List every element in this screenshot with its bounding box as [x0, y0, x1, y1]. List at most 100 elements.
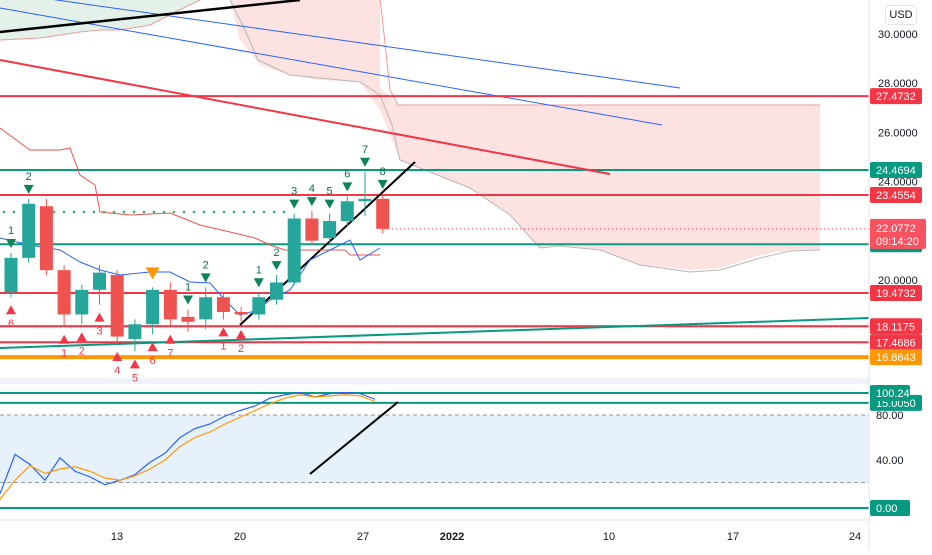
lagging-dot	[202, 210, 206, 214]
price-level-tag	[870, 284, 922, 301]
signal-count-label: 1	[185, 282, 191, 294]
signal-count-label: 7	[362, 144, 368, 156]
signal-count-label: 2	[79, 345, 85, 357]
trendline-green	[0, 317, 869, 349]
price-level-tag-label: 23.4554	[876, 190, 916, 202]
lagging-dot	[112, 210, 116, 214]
signal-count-label: 3	[96, 326, 102, 338]
lagging-dot	[242, 210, 246, 214]
signal-count-label: 2	[203, 259, 209, 271]
signal-count-label: 6	[8, 318, 14, 330]
buy-setup-marker	[6, 238, 16, 248]
candle-body[interactable]	[234, 311, 248, 315]
lagging-dot	[132, 210, 136, 214]
lagging-dot	[72, 210, 76, 214]
buy-setup-marker	[183, 295, 193, 305]
lagging-dot	[142, 210, 146, 214]
cloud-edge-lower	[229, 0, 821, 273]
rsi-tick-label: 40.00	[876, 455, 904, 467]
sell-setup-marker	[94, 312, 105, 322]
price-tick-label: 26.0000	[878, 127, 918, 139]
price-tick-label: 28.0000	[878, 78, 918, 90]
candle-body[interactable]	[252, 297, 266, 315]
lagging-dot	[2, 210, 6, 214]
time-tick-label: 2022	[440, 531, 464, 543]
price-tick-label: 24.0000	[878, 177, 918, 189]
buy-setup-marker	[360, 157, 370, 167]
sell-setup-marker	[112, 351, 123, 361]
sell-setup-marker	[165, 334, 176, 344]
candle-body[interactable]	[358, 198, 372, 202]
lagging-dot	[12, 210, 16, 214]
candle-body[interactable]	[57, 270, 71, 315]
currency-label: USD	[889, 9, 913, 21]
sell-setup-marker	[129, 359, 140, 369]
candle-body[interactable]	[305, 218, 319, 241]
lagging-dot	[282, 210, 286, 214]
sell-setup-marker	[76, 332, 87, 342]
time-tick-label: 27	[357, 531, 369, 543]
rsi-value-tag-label: 0.00	[876, 503, 897, 515]
signal-count-label: 6	[150, 355, 156, 367]
candle-body[interactable]	[110, 275, 124, 337]
candle-body[interactable]	[270, 282, 283, 300]
sell-setup-marker	[6, 305, 16, 315]
price-level-tag-label: 24.4694	[876, 165, 916, 177]
lagging-dot	[162, 210, 166, 214]
rsi-trendline	[309, 401, 399, 475]
candle-body[interactable]	[75, 289, 89, 315]
candle-body[interactable]	[181, 316, 195, 322]
lagging-dot	[272, 210, 276, 214]
candle-body[interactable]	[199, 297, 213, 320]
signal-count-label: 3	[291, 186, 297, 198]
price-level-tag-label: 16.8643	[876, 352, 916, 364]
price-level-tag-label: 18.1175	[876, 321, 915, 333]
candle-body[interactable]	[4, 257, 18, 293]
candle-body[interactable]	[39, 206, 53, 271]
candle-body[interactable]	[340, 201, 354, 221]
candle-body[interactable]	[146, 289, 160, 325]
signal-count-label: 4	[114, 365, 120, 377]
rsi-value-tag	[870, 385, 910, 401]
candle-body[interactable]	[323, 220, 337, 239]
lagging-dot	[262, 210, 266, 214]
candle-body[interactable]	[376, 198, 390, 229]
buy-setup-marker	[306, 197, 317, 207]
sell-setup-marker	[218, 327, 229, 337]
countdown-label: 09:14:20	[876, 236, 919, 248]
signal-count-label: 1	[8, 225, 14, 237]
signal-count-label: 4	[309, 183, 315, 195]
price-level-tag	[870, 186, 922, 203]
signal-count-label: 8	[380, 166, 386, 178]
buy-setup-marker	[253, 278, 264, 288]
trendline-black	[0, 0, 301, 34]
lagging-dot	[122, 210, 126, 214]
price-level-tag-label: 19.4732	[876, 288, 916, 300]
cloud-edge-green	[0, 0, 201, 41]
time-tick-label: 20	[234, 531, 246, 543]
lagging-dot	[182, 210, 186, 214]
lagging-dot	[62, 210, 66, 214]
currency-button[interactable]: USD	[885, 5, 917, 25]
candle-body[interactable]	[287, 218, 301, 283]
time-tick-label: 13	[111, 531, 123, 543]
pane-separator	[0, 378, 869, 384]
lagging-dot	[92, 210, 96, 214]
trendline-red	[0, 59, 611, 175]
candle-body[interactable]	[22, 203, 36, 258]
sell-setup-marker	[236, 329, 247, 339]
candle-body[interactable]	[216, 297, 230, 312]
price-level-tag-label: 27.4732	[876, 91, 916, 103]
signal-count-label: 2	[26, 171, 32, 183]
candle-body[interactable]	[163, 289, 177, 320]
buy-setup-marker	[289, 199, 300, 209]
price-level-tag	[870, 318, 922, 335]
current-price-tag	[870, 218, 926, 249]
candle-body[interactable]	[93, 272, 106, 290]
candle-body[interactable]	[128, 324, 142, 340]
lagging-dot	[172, 210, 176, 214]
lagging-dot	[52, 210, 56, 214]
time-tick-label: 17	[727, 531, 739, 543]
